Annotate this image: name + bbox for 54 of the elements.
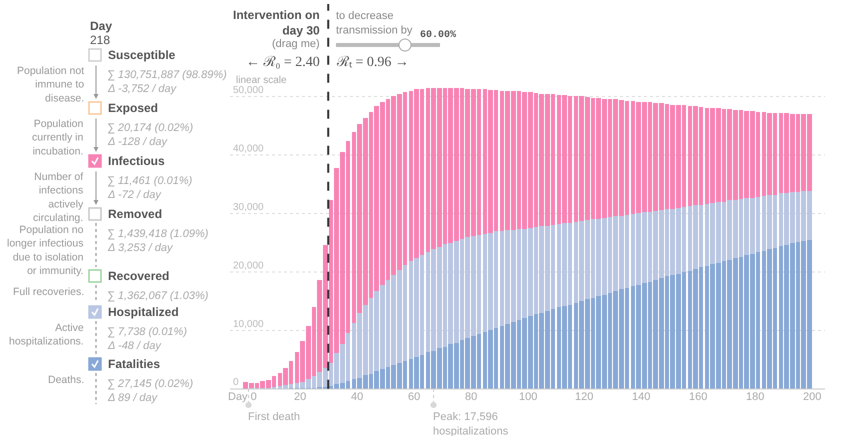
text: ∑ 7,738 (0.01%)	[107, 326, 188, 338]
y-tick-label: 0	[233, 377, 239, 388]
legend-label: Infectious	[108, 154, 165, 168]
x-tick-label: 80	[465, 391, 478, 403]
text: Δ 89 / day	[107, 392, 159, 404]
x-tick-label: 140	[632, 391, 650, 403]
y-tick-label: 40,000	[233, 143, 264, 154]
x-tick-label: 200	[803, 391, 822, 403]
legend-label: Fatalities	[108, 357, 160, 371]
text: Population currently in incubation.	[32, 118, 84, 158]
x-tick-label: 60	[408, 391, 420, 403]
text: 218	[90, 33, 110, 47]
y-tick-label: 50,000	[233, 84, 264, 96]
x-tick-label: Day 0	[228, 391, 257, 403]
x-tick-label: 20	[294, 391, 306, 403]
annotation: 60.00%	[420, 30, 456, 41]
text: Population not immune to disease.	[17, 65, 84, 104]
text: ∑ 20,174 (0.02%)	[107, 122, 194, 134]
legend-label: Hospitalized	[108, 305, 179, 319]
text: Δ 3,253 / day	[107, 242, 174, 254]
text: Deaths.	[48, 374, 84, 386]
text: Recovered	[108, 269, 170, 283]
text: Δ -48 / day	[107, 340, 162, 352]
text: ∑ 27,145 (0.02%)	[107, 378, 194, 390]
text: Full recoveries.	[13, 286, 84, 298]
text: Population no longer infectious due to isolation or immunity.	[7, 224, 84, 277]
y-tick-label: 20,000	[233, 260, 264, 272]
text: Removed	[108, 207, 162, 221]
text: ∑ 11,461 (0.01%)	[107, 175, 193, 187]
text: Δ -128 / day	[107, 136, 168, 148]
text: Number of infections actively circulating.	[33, 171, 84, 224]
text: Susceptible	[108, 48, 176, 62]
y-tick-label: 30,000	[233, 202, 264, 213]
text: ∑ 130,751,887 (98.89%)	[107, 69, 228, 81]
text: Δ -72 / day	[107, 189, 162, 201]
annotation: linear scale	[236, 75, 288, 86]
annotation: (drag me)	[272, 38, 320, 50]
x-tick-label: 160	[689, 391, 708, 403]
text: ∑ 1,362,067 (1.03%)	[107, 290, 209, 302]
x-tick-label: 120	[575, 391, 594, 403]
y-tick-label: 10,000	[233, 318, 264, 330]
x-tick-label: 180	[746, 391, 764, 403]
annotation: ℛₜ = 0.96 →	[336, 55, 409, 70]
annotation: to decrease transmission by	[336, 10, 413, 36]
x-tick-label: 40	[351, 391, 364, 403]
text: Exposed	[108, 101, 158, 115]
text: ∑ 1,439,418 (1.09%)	[107, 228, 209, 240]
x-tick-label: 100	[519, 391, 538, 403]
text: Day	[90, 19, 112, 33]
text: Δ -3,752 / day	[107, 83, 178, 95]
text: Active hospitalizations.	[9, 322, 84, 348]
annotation: ← ℛ₀ = 2.40	[246, 55, 320, 70]
text: First death	[248, 411, 300, 423]
ref-line-label: Intervention on day 30	[233, 8, 320, 38]
